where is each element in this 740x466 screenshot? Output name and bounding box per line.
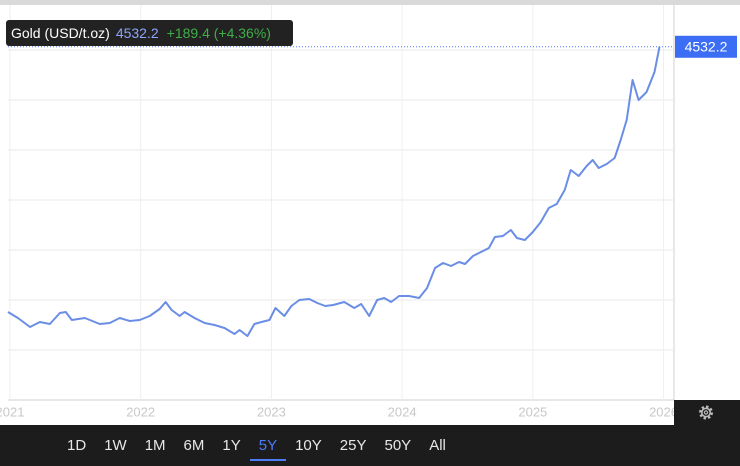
range-button[interactable]: 10Y: [295, 437, 322, 454]
range-button[interactable]: 6M: [183, 437, 205, 454]
instrument-name: Gold (USD/t.oz): [11, 25, 110, 41]
x-tick-label: 2024: [388, 404, 417, 419]
range-button[interactable]: 50Y: [384, 437, 412, 454]
chart-background: [0, 0, 740, 425]
header: Gold (USD/t.oz) 4532.2 +189.4 (+4.36%): [11, 25, 271, 41]
last-value: 4532.2: [116, 25, 159, 41]
range-selector: 1D 1W 1M 6M 1Y 5Y 10Y 25Y 50Y All: [58, 428, 455, 464]
x-tick-label: 2021: [0, 404, 24, 419]
range-button[interactable]: 1W: [104, 437, 127, 454]
settings-icon[interactable]: [699, 405, 713, 420]
header-box: [6, 20, 293, 46]
range-button[interactable]: 25Y: [339, 437, 367, 454]
last-value-tag: [675, 35, 737, 58]
x-axis: 2021 2022 2023 2024 2025 2026: [0, 404, 678, 419]
x-tick-label: 2025: [518, 404, 547, 419]
x-tick-label: 2022: [126, 404, 155, 419]
range-button[interactable]: All: [429, 437, 446, 454]
price-line: [7, 46, 661, 337]
top-strip: [0, 0, 740, 5]
chart: 2021 2022 2023 2024 2025 2026 4532.2 Gold (US…: [0, 0, 740, 425]
x-tick-label: 2026: [649, 404, 678, 419]
grid: [8, 5, 674, 400]
last-value-tag-label: 4532.2: [685, 38, 728, 54]
range-button[interactable]: 1M: [144, 437, 166, 454]
change: +189.4 (+4.36%): [167, 25, 271, 41]
range-button[interactable]: 1D: [67, 437, 87, 454]
range-button[interactable]: 5Y: [249, 431, 287, 461]
range-button[interactable]: 1Y: [222, 437, 241, 454]
plot: 4532.2: [7, 35, 737, 337]
x-tick-label: 2023: [257, 404, 286, 419]
